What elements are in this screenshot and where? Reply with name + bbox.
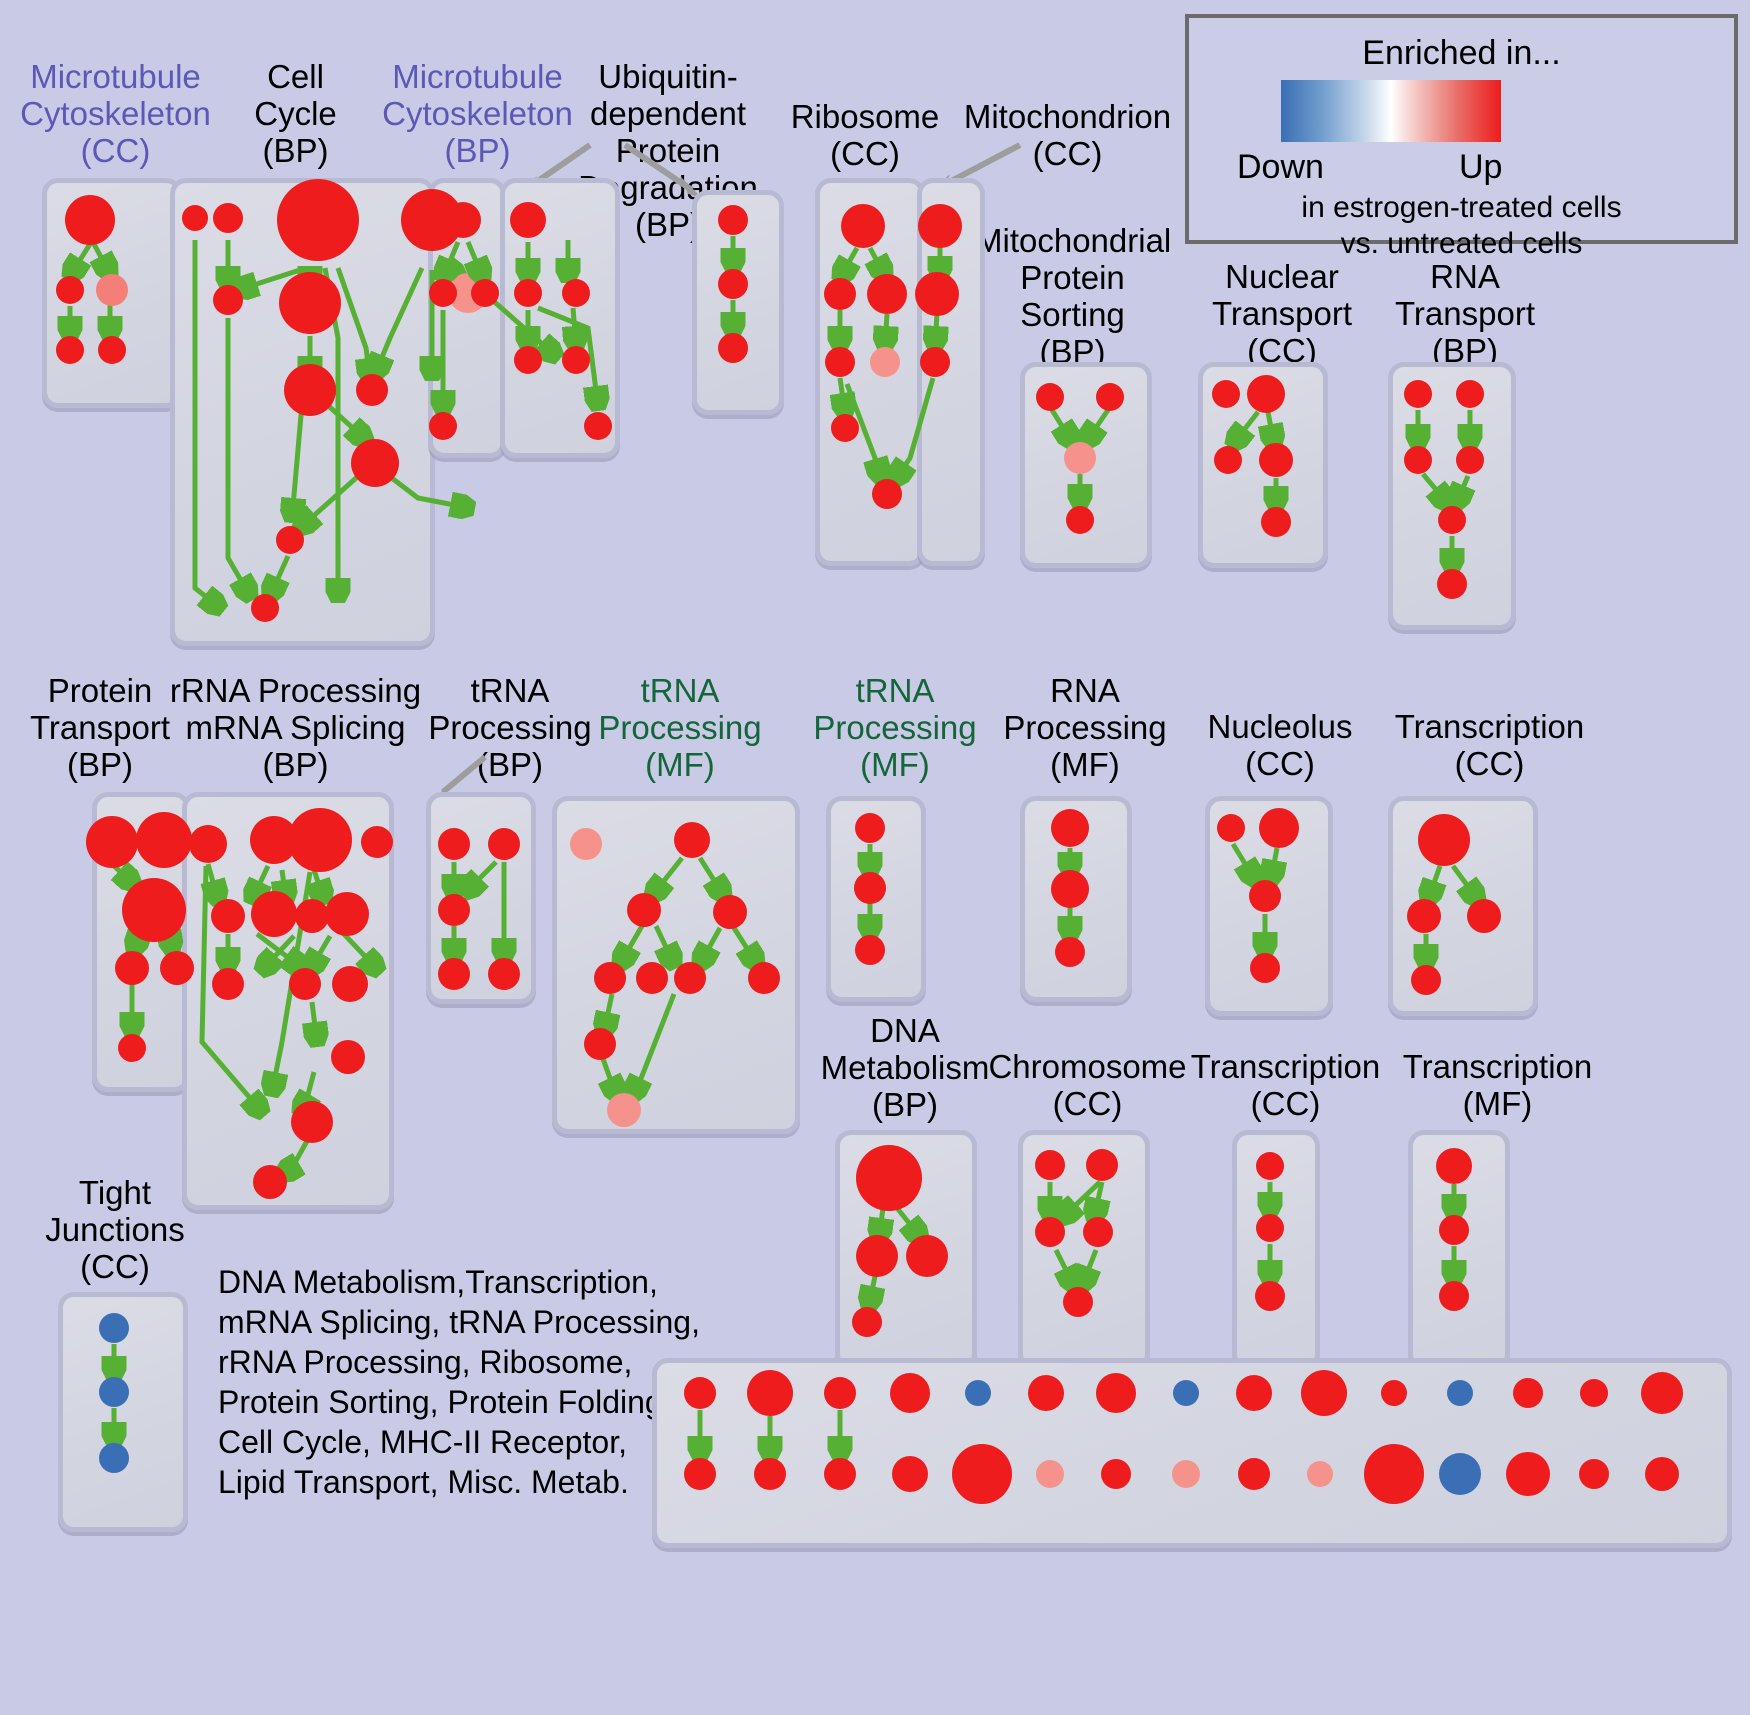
panel-misc-unclustered bbox=[652, 1358, 1732, 1548]
panel-trna-processing-bp bbox=[426, 792, 536, 1004]
panel-protein-transport-bp bbox=[92, 792, 190, 1092]
cluster-label-chromosome-cc: Chromosome (CC) bbox=[988, 1048, 1187, 1122]
legend-panel: Enriched in... Down Up in estrogen-treat… bbox=[1185, 14, 1738, 260]
cluster-label-transcription-mf: Transcription (MF) bbox=[1402, 1048, 1593, 1122]
cluster-label-rna-transport-bp: RNA Transport (BP) bbox=[1395, 258, 1535, 369]
cluster-label-mitochondrial-protein-sorting-bp: Mitochondrial Protein Sorting (BP) bbox=[975, 222, 1172, 370]
footnote-misc-terms: DNA Metabolism,Transcription, mRNA Splic… bbox=[218, 1264, 700, 1500]
panel-rna-transport-bp bbox=[1388, 362, 1516, 630]
panel-transcription-mf bbox=[1408, 1130, 1510, 1370]
legend-up-label: Up bbox=[1459, 148, 1503, 186]
cluster-label-transcription-cc-2: Transcription (CC) bbox=[1190, 1048, 1381, 1122]
panel-nucleolus-cc bbox=[1205, 796, 1333, 1016]
cluster-label-rrna-processing-mrna-splicing-bp: rRNA Processing mRNA Splicing (BP) bbox=[169, 672, 422, 783]
panel-trna-processing-mf-1 bbox=[552, 796, 800, 1134]
panel-ubiquitin-protein-degradation-bp bbox=[500, 178, 620, 458]
cluster-label-transcription-cc-1: Transcription (CC) bbox=[1394, 708, 1585, 782]
panel-microtubule-cytoskeleton-cc bbox=[42, 178, 182, 408]
panel-mitochondrion-cc bbox=[917, 178, 985, 566]
panel-nuclear-transport-cc bbox=[1198, 362, 1328, 568]
cluster-label-trna-processing-mf-1: tRNA Processing (MF) bbox=[598, 672, 762, 783]
panel-dna-metabolism-bp bbox=[835, 1130, 977, 1370]
panel-rrna-processing-mrna-splicing-bp bbox=[182, 792, 394, 1210]
cluster-label-mitochondrion-cc: Mitochondrion (CC) bbox=[963, 98, 1172, 172]
panel-transcription-cc-1 bbox=[1388, 796, 1538, 1016]
cluster-label-nuclear-transport-cc: Nuclear Transport (CC) bbox=[1212, 258, 1352, 369]
legend-title: Enriched in... bbox=[1362, 34, 1561, 72]
panel-microtubule-cytoskeleton-bp bbox=[428, 178, 506, 458]
cluster-label-protein-transport-bp: Protein Transport (BP) bbox=[30, 672, 170, 783]
cluster-label-rna-processing-mf: RNA Processing (MF) bbox=[1003, 672, 1167, 783]
callout-arrow-ubiquitin-2 bbox=[623, 142, 702, 198]
panel-rna-processing-mf bbox=[1020, 796, 1132, 1002]
cluster-label-ribosome-cc: Ribosome (CC) bbox=[790, 98, 940, 172]
panel-ubiquitin-protein-degradation-bp-2 bbox=[692, 190, 784, 415]
cluster-label-cell-cycle-bp: Cell Cycle (BP) bbox=[254, 58, 337, 169]
panel-tight-junctions-cc bbox=[58, 1292, 188, 1532]
cluster-label-trna-processing-mf-2: tRNA Processing (MF) bbox=[813, 672, 977, 783]
legend-down-label: Down bbox=[1237, 148, 1324, 186]
panel-mitochondrial-protein-sorting-bp bbox=[1020, 362, 1152, 568]
cluster-label-microtubule-cytoskeleton-bp: Microtubule Cytoskeleton (BP) bbox=[382, 58, 573, 169]
cluster-label-trna-processing-bp: tRNA Processing (BP) bbox=[428, 672, 592, 783]
panel-chromosome-cc bbox=[1018, 1130, 1150, 1370]
cluster-label-tight-junctions-cc: Tight Junctions (CC) bbox=[45, 1174, 185, 1285]
panel-transcription-cc-2 bbox=[1232, 1130, 1320, 1370]
cluster-label-dna-metabolism-bp: DNA Metabolism (BP) bbox=[820, 1012, 990, 1123]
panel-trna-processing-mf-2 bbox=[826, 796, 926, 1002]
legend-color-bar bbox=[1281, 80, 1501, 142]
legend-subtitle: in estrogen-treated cells vs. untreated … bbox=[1301, 191, 1622, 260]
panel-cell-cycle-bp bbox=[170, 178, 435, 646]
cluster-label-nucleolus-cc: Nucleolus (CC) bbox=[1207, 708, 1353, 782]
panel-ribosome-cc bbox=[815, 178, 925, 566]
cluster-label-microtubule-cytoskeleton-cc: Microtubule Cytoskeleton (CC) bbox=[20, 58, 211, 169]
